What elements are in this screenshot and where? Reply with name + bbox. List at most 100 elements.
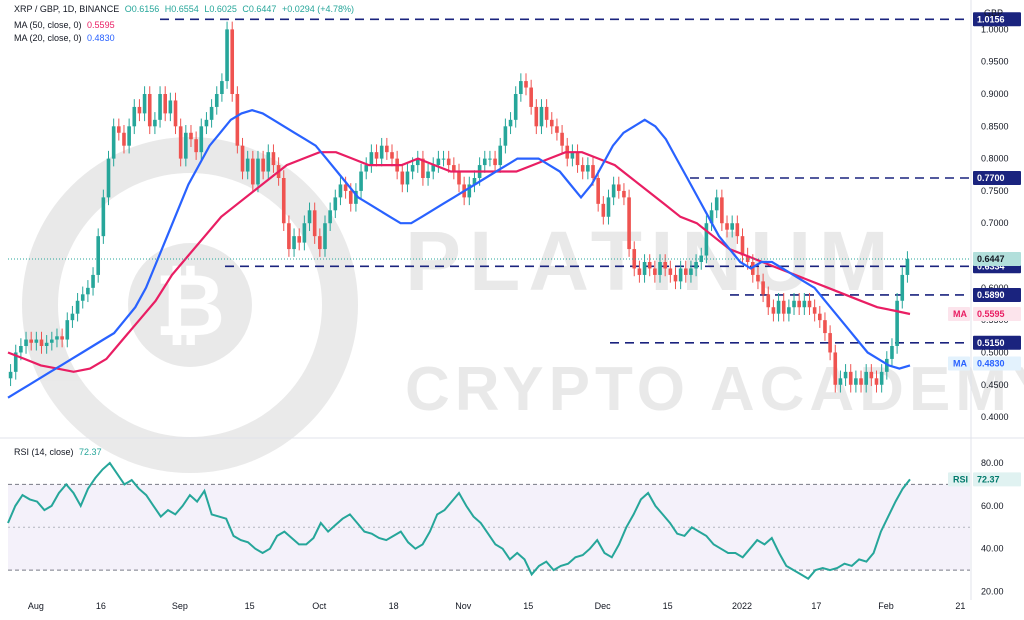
ma20-tag-prefix-label: MA — [953, 358, 967, 368]
candle-body — [13, 352, 18, 372]
candle-body — [220, 81, 224, 94]
candle-body — [96, 236, 101, 275]
candle-body — [797, 300, 801, 308]
candle-body — [555, 126, 559, 133]
candle-body — [297, 236, 302, 243]
level-tag-label: 1.0156 — [977, 14, 1005, 24]
candle-body — [137, 106, 142, 114]
level-tag — [973, 287, 1021, 302]
candle-body — [678, 268, 683, 282]
candle-body — [338, 184, 343, 198]
candle-body — [251, 158, 255, 185]
ohlc-low: L0.6025 — [204, 4, 237, 14]
candle-body — [807, 300, 812, 308]
candle-body — [426, 171, 430, 178]
level-tag-label: 0.5150 — [977, 338, 1005, 348]
axis-tags: 1.0156 0.7700 0.6334 0.5890 0.5150 0.6447 0.55… — [948, 12, 1021, 487]
rsi-line — [7, 461, 911, 580]
candle-body — [240, 145, 245, 172]
time-tick-label: 15 — [523, 601, 533, 611]
candle-body — [318, 236, 322, 250]
candle-body — [127, 126, 131, 146]
candle-body — [647, 262, 652, 269]
time-tick-label: Dec — [595, 601, 612, 611]
ma20-legend-value: 0.4830 — [87, 33, 115, 43]
level-tag-label: 0.5890 — [977, 290, 1005, 300]
candle-body — [101, 197, 106, 237]
candle-body — [348, 190, 353, 204]
candle-body — [117, 126, 121, 133]
candle-body — [333, 197, 338, 211]
candle-body — [142, 94, 147, 114]
candle-body — [80, 294, 85, 301]
ma50-tag-prefix — [948, 307, 970, 322]
candle-body — [230, 29, 235, 95]
watermark: ₿ PLATINUM CRYPTO ACADEMY — [22, 137, 1024, 473]
candle-body — [709, 210, 714, 224]
candle-body — [900, 274, 905, 301]
candle-body — [869, 371, 874, 379]
candle-body — [766, 294, 771, 308]
candle-body — [266, 152, 271, 172]
candle-body — [354, 190, 358, 204]
candle-body — [364, 165, 369, 172]
time-tick-label: Feb — [878, 601, 894, 611]
candle-body — [848, 371, 853, 385]
candle-body — [158, 94, 162, 120]
time-tick-label: 16 — [96, 601, 106, 611]
candle-body — [24, 339, 28, 346]
candle-body — [632, 249, 637, 269]
candle-body — [658, 262, 662, 275]
candle-body — [214, 94, 219, 107]
candle-body — [787, 307, 791, 314]
candle-body — [622, 190, 626, 198]
candle-body — [493, 158, 497, 166]
candle-body — [184, 132, 188, 159]
rsi-tick-label: 80.00 — [981, 458, 1004, 468]
candle-body — [637, 268, 642, 275]
time-tick-label: Sep — [172, 601, 188, 611]
level-tag-label: 0.7700 — [977, 173, 1005, 183]
candle-body — [534, 106, 539, 127]
time-tick-label: 21 — [955, 601, 965, 611]
candle-body — [544, 106, 549, 120]
candle-body — [19, 346, 23, 353]
candle-body — [864, 371, 868, 385]
price-tick-label: 0.7000 — [981, 218, 1009, 228]
watermark-coin — [128, 243, 252, 367]
price-tick-label: 0.8500 — [981, 121, 1009, 131]
rsi-tick-label: 60.00 — [981, 501, 1004, 511]
candle-body — [178, 126, 183, 159]
candle-body — [905, 258, 910, 275]
candle-body — [828, 333, 832, 353]
candle-body — [292, 236, 296, 250]
candle-body — [735, 223, 740, 237]
time-tick-label: 15 — [245, 601, 255, 611]
candle-body — [122, 132, 126, 146]
candle-body — [369, 152, 374, 166]
candle-body — [642, 262, 647, 275]
ma50-legend-label: MA (50, close, 0) — [14, 20, 82, 30]
candle-body — [673, 274, 678, 282]
candle-body — [467, 184, 472, 198]
candle-body — [194, 139, 198, 153]
candle-body — [689, 268, 693, 275]
candle-body — [421, 158, 425, 178]
candle-body — [44, 342, 49, 346]
candle-body — [153, 119, 157, 127]
candle-body — [694, 262, 698, 269]
watermark-logo — [22, 137, 358, 473]
candle-body — [86, 287, 90, 295]
ma20-legend-label: MA (20, close, 0) — [14, 33, 82, 43]
rsi-legend: RSI (14, close) 72.37 — [14, 447, 105, 457]
candle-body — [8, 371, 13, 379]
candle-body — [281, 178, 286, 224]
price-tick-label: 0.9000 — [981, 89, 1009, 99]
candle-body — [879, 371, 884, 385]
watermark-subtitle: CRYPTO ACADEMY — [405, 355, 1024, 424]
level-tag-label: 0.6334 — [977, 261, 1005, 271]
candle-body — [312, 210, 317, 237]
ma50-tag — [973, 307, 1021, 322]
time-tick-label: 18 — [389, 601, 399, 611]
